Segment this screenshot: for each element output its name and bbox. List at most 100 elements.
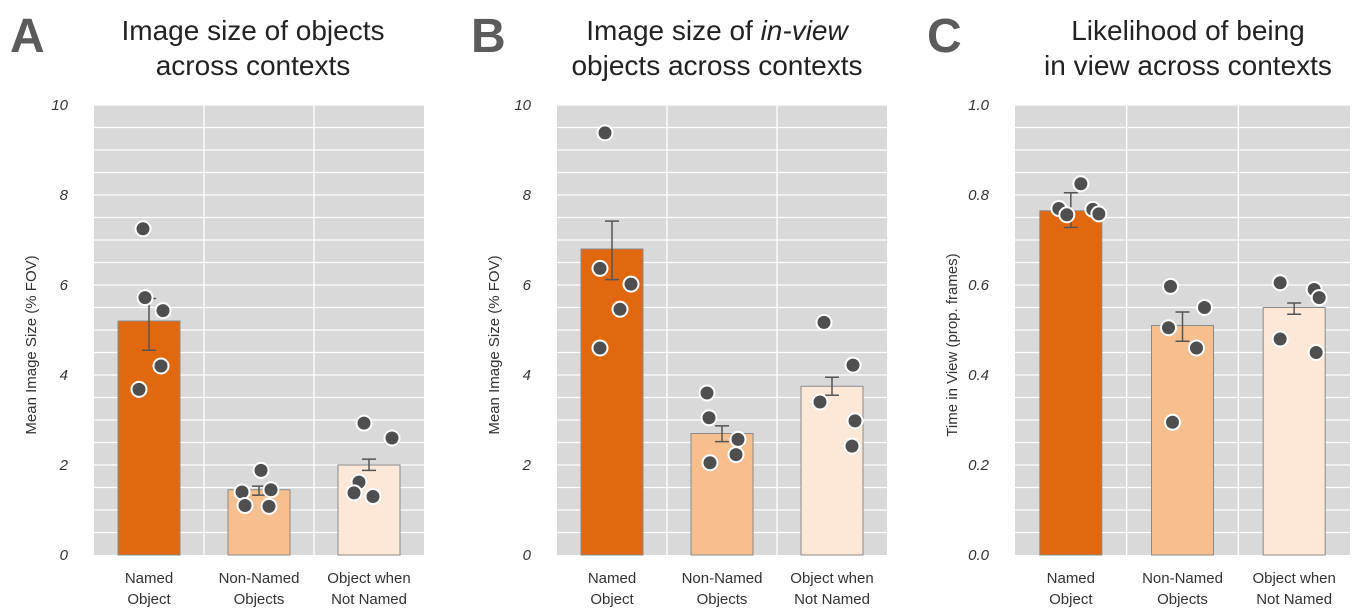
y-tick-label: 0.2 [968,457,990,474]
y-tick-label: 0 [60,547,69,564]
x-category-label: Object [590,591,634,608]
title-line-1: Image size of objects [121,15,384,46]
y-tick-label: 4 [60,367,68,384]
y-tick-label: 0 [523,547,532,564]
x-category-label: Object when [327,570,410,587]
y-tick-label: 0.0 [968,547,990,564]
bar [337,464,401,556]
x-category-label: Non-Named [219,570,300,587]
data-point [591,339,609,357]
data-point [727,446,745,464]
data-point [846,412,864,430]
title-line-2: in view across contexts [1044,50,1332,81]
data-point [591,259,609,277]
title-line-1: Image size of in-view [586,15,849,46]
x-category-label: Named [588,570,636,587]
data-point [152,357,170,375]
data-point [1188,339,1205,357]
data-point [1271,330,1289,348]
data-point [364,488,382,505]
x-category-label: Object [1049,591,1093,608]
data-point [134,220,152,238]
y-tick-label: 10 [514,97,531,114]
y-tick-label: 2 [522,457,532,474]
title-line-2: across contexts [156,50,351,81]
title-line-1: Likelihood of being [1071,15,1305,46]
panel-c: C Likelihood of being in view across conte… [927,10,1350,608]
y-tick-label: 1.0 [968,97,990,114]
x-category-label: Object when [1252,570,1335,587]
x-category-label: Objects [1157,591,1208,608]
x-category-label: Objects [697,591,748,608]
data-point [1271,274,1289,292]
error-bar [825,376,839,396]
y-axis-label: Mean Image Size (% FOV) [486,255,503,434]
panel-letter: A [10,10,45,63]
data-point [843,437,861,455]
error-bar [605,220,619,281]
data-point [345,484,363,502]
data-point [701,454,719,472]
panel-letter: B [471,10,506,63]
y-tick-label: 0.8 [968,187,990,204]
error-bar [715,425,729,443]
data-point [154,302,172,320]
bar [580,248,644,556]
data-point [252,461,270,479]
x-category-label: Non-Named [682,570,763,587]
data-point [811,393,829,411]
x-category-label: Named [1047,570,1095,587]
bar [117,320,181,556]
data-point [1162,277,1179,295]
y-tick-label: 2 [59,457,69,474]
data-point [355,414,373,432]
x-category-label: Named [125,570,173,587]
data-point [260,497,278,515]
panel-a: A Image size of objects across contexts 0 2 4… [10,10,424,608]
data-point [233,483,251,501]
y-tick-label: 4 [523,367,531,384]
data-point [136,289,154,307]
y-tick-label: 8 [60,187,69,204]
y-tick-label: 8 [523,187,532,204]
error-bar [1175,311,1190,342]
data-point [1160,319,1177,337]
y-tick-label: 6 [523,277,532,294]
data-point [844,356,862,374]
y-tick-label: 0.4 [968,367,989,384]
data-point [1058,206,1076,224]
x-category-label: Not Named [1256,591,1332,608]
y-tick-label: 6 [60,277,69,294]
panel-b: B Image size of in-view objects across con… [471,10,887,608]
data-point [611,300,629,318]
y-tick-label: 0.6 [968,277,990,294]
bar [1039,210,1103,556]
x-category-label: Objects [234,591,285,608]
data-point [1196,299,1213,316]
data-point [130,380,148,398]
bar [227,489,291,556]
x-category-label: Not Named [794,591,870,608]
chart-title: Image size of objects across contexts [121,15,384,81]
error-bar [362,458,376,472]
data-point [700,409,718,427]
data-point [596,124,614,142]
data-point [1164,413,1181,431]
data-point [383,429,401,447]
y-axis-label: Mean Image Size (% FOV) [23,255,40,434]
panel-letter: C [927,10,962,63]
chart-title: Likelihood of being in view across contex… [1044,15,1332,81]
data-point [815,313,833,331]
data-point [698,384,716,402]
y-tick-label: 10 [51,97,68,114]
data-point [1307,344,1325,361]
error-bar [1287,302,1302,315]
chart-title: Image size of in-view objects across cont… [571,15,862,81]
data-point [236,497,254,514]
title-line-2: objects across contexts [571,50,862,81]
data-point [1072,175,1090,193]
bar [800,385,864,556]
bar [1151,325,1214,556]
x-category-label: Object [127,591,171,608]
